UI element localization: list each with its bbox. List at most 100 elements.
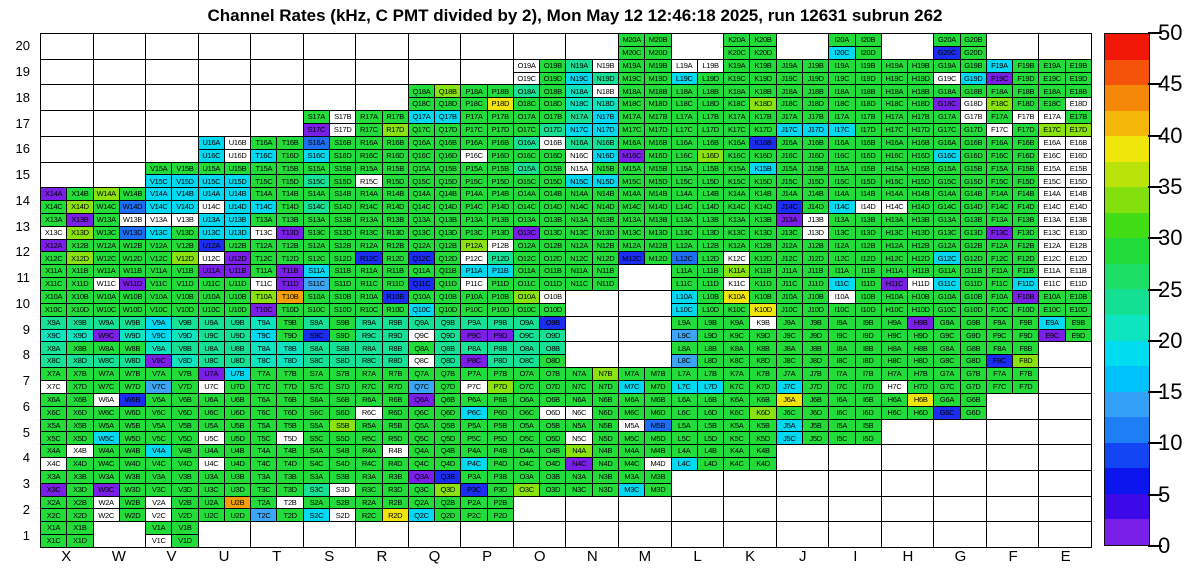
cell-Q18B: Q18B [435,85,461,98]
cell-S12B: S12B [330,239,356,252]
cell-R7C: R7C [356,380,382,393]
page-title: Channel Rates (kHz, C PMT divided by 2),… [207,6,943,25]
cell-U4B: U4B [224,445,251,458]
cell-V13B: V13B [172,213,198,226]
cell-N12B: N12B [592,239,619,252]
cell-O15D: O15D [540,175,566,188]
cell-W11B: W11B [119,265,146,278]
cell-V11A: V11A [146,265,172,278]
block-E13: E13A E13B E13C E13D [1039,213,1091,239]
cell-K4B: K4B [750,445,776,458]
cell-I10C: I10C [829,303,855,316]
cell-W2A: W2A [93,496,119,509]
block-Q2: Q2A Q2B Q2C Q2D [408,496,461,522]
cell-N19D: N19D [592,72,619,85]
cell-W7A: W7A [93,368,119,380]
cell-V5C: V5C [146,432,172,445]
colorbar-label-35: 35 [1158,173,1183,199]
cell-I18A: I18A [829,85,855,98]
cell-Q2A: Q2A [408,496,435,509]
block-V2: V2A V2B V2C V2D [146,496,198,522]
cell-L7B: L7B [697,368,724,380]
block-N12: N12A N12B N12C N12D [566,239,619,265]
cell-K16D: K16D [750,149,776,162]
cell-O16C: O16C [513,149,540,162]
cell-Q4C: Q4C [408,458,435,470]
cell-M17B: M17B [645,111,671,123]
cell-K18A: K18A [724,85,750,98]
block-O18: O18A O18B O18C O18D [513,85,566,111]
cell-V13C: V13C [146,226,172,239]
block-V10: V10A V10B V10C V10D [146,291,198,316]
cell-L18D: L18D [697,98,724,111]
cell-W6C: W6C [93,406,119,419]
cell-O16B: O16B [540,136,566,149]
cell-K19B: K19B [750,59,776,72]
block-U14: U14A U14B U14C U14D [198,188,251,213]
block-O2 [513,496,566,522]
cell-Q4A: Q4A [408,445,435,458]
cell-V12A: V12A [146,239,172,252]
cell-Q5C: Q5C [408,432,435,445]
cell-R10C: R10C [356,303,382,316]
block-P2: P2A P2B P2C P2D [461,496,513,522]
cell-X11B: X11B [67,265,93,278]
colorbar-tick-5 [1148,493,1162,496]
block-W16 [93,136,146,162]
cell-I14D: I14D [855,201,881,213]
cell-F10C: F10C [986,303,1013,316]
cell-K13C: K13C [724,226,750,239]
cell-L6B: L6B [697,393,724,406]
cell-V4D: V4D [172,458,198,470]
cell-N16A: N16A [566,136,592,149]
block-W6: W6A W6B W6C W6D [93,393,146,419]
block-I17: I17A I17B I17C I17D [829,111,881,136]
cell-J14B: J14B [802,188,829,201]
block-Q1 [408,522,461,547]
cell-K15A: K15A [724,162,750,175]
cell-V10B: V10B [172,291,198,303]
cell-M16B: M16B [645,136,671,149]
cell-T3A: T3A [251,470,277,483]
cell-U16D: U16D [224,149,251,162]
cell-S2D: S2D [330,509,356,522]
cell-T3D: T3D [277,483,303,496]
cell-E9D: E9D [1065,329,1091,342]
cell-Q2C: Q2C [408,509,435,522]
block-M7: M7A M7B M7C M7D [619,368,671,393]
cell-Q13B: Q13B [435,213,461,226]
cell-T2C: T2C [251,509,277,522]
cell-H18C: H18C [881,98,908,111]
cell-L7C: L7C [671,380,697,393]
cell-I13A: I13A [829,213,855,226]
block-M3: M3A M3B M3C M3D [619,470,671,496]
cell-O4C: O4C [513,458,540,470]
cell-I10A: I10A [829,291,855,303]
cell-N13D: N13D [592,226,619,239]
cell-M17C: M17C [619,123,645,136]
cell-M6A: M6A [619,393,645,406]
cell-F17C: F17C [986,123,1013,136]
cell-F17D: F17D [1013,123,1039,136]
cell-U3D: U3D [224,483,251,496]
cell-V6C: V6C [146,406,172,419]
block-Q17: Q17A Q17B Q17C Q17D [408,111,461,136]
cell-W12A: W12A [93,239,119,252]
cell-X3C: X3C [41,483,67,496]
cell-M18C: M18C [619,98,645,111]
cell-N12D: N12D [592,252,619,265]
x-tick-R: R [376,548,388,565]
cell-P8B: P8B [487,342,513,355]
colorbar-label-30: 30 [1158,225,1183,251]
cell-R15A: R15A [356,162,382,175]
block-K10: K10A K10B K10C K10D [724,291,776,316]
colorbar-label-10: 10 [1158,430,1183,456]
block-S14: S14A S14B S14C S14D [303,188,356,213]
cell-U2A: U2A [198,496,224,509]
cell-I8B: I8B [855,342,881,355]
cell-O11D: O11D [540,278,566,290]
block-R15: R15A R15B R15C R15D [356,162,408,188]
cell-O6A: O6A [513,393,540,406]
cell-O19B: O19B [540,59,566,72]
block-S1 [303,522,356,547]
